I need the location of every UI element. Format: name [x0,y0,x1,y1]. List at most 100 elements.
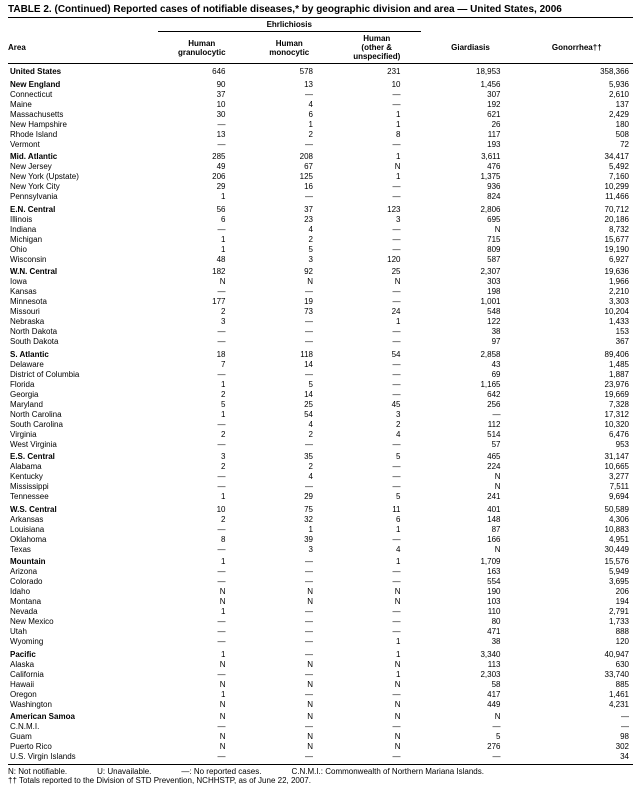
data-cell: 98 [521,732,634,742]
data-cell: — [158,369,246,379]
area-cell: Rhode Island [8,129,158,139]
data-cell: — [158,567,246,577]
data-cell: 1 [333,554,421,567]
data-cell: 302 [521,742,634,752]
col-header-other: Human(other &unspecified) [333,32,421,64]
data-cell: — [158,139,246,149]
data-cell: N [333,742,421,752]
data-cell: N [421,472,521,482]
data-cell: 1 [158,192,246,202]
data-cell: — [158,577,246,587]
data-cell: N [246,709,334,722]
data-cell: 37 [246,202,334,215]
data-cell: — [158,419,246,429]
data-cell: 26 [421,119,521,129]
data-cell: 90 [158,77,246,90]
data-cell: 34 [521,752,634,765]
area-cell: Pennsylvania [8,192,158,202]
area-cell: Florida [8,379,158,389]
data-cell: 285 [158,149,246,162]
area-cell: Minnesota [8,297,158,307]
data-cell: 39 [246,534,334,544]
data-cell: — [158,482,246,492]
data-cell: 29 [246,492,334,502]
data-cell: N [158,742,246,752]
data-cell: — [333,369,421,379]
col-header-monocytic: Humanmonocytic [246,32,334,64]
area-cell: California [8,669,158,679]
data-cell: 1 [333,647,421,660]
data-cell: 1 [158,379,246,389]
data-cell: — [246,317,334,327]
data-cell: 401 [421,502,521,515]
data-table: Ehrlichiosis Area Humangranulocytic Huma… [8,17,633,765]
data-cell: — [246,577,334,587]
data-cell: N [158,709,246,722]
data-cell: 888 [521,627,634,637]
data-cell: 6,476 [521,429,634,439]
data-cell: — [246,617,334,627]
data-cell: N [333,679,421,689]
data-cell: 58 [421,679,521,689]
area-cell: Texas [8,544,158,554]
data-cell: 642 [421,389,521,399]
data-cell: 18,953 [421,64,521,77]
data-cell: — [333,689,421,699]
data-cell: — [333,534,421,544]
col-header-giardiasis: Giardiasis [421,32,521,64]
footnote-n: N: Not notifiable. [8,767,67,776]
data-cell: 2,858 [421,347,521,360]
data-cell: 2,210 [521,287,634,297]
data-cell: 5 [421,732,521,742]
area-cell: Massachusetts [8,109,158,119]
data-cell: N [246,742,334,752]
footnote-totals: †† Totals reported to the Division of ST… [8,776,633,785]
data-cell: 2,791 [521,607,634,617]
data-cell: N [421,224,521,234]
data-cell: 125 [246,172,334,182]
data-cell: N [333,587,421,597]
data-cell: 1,165 [421,379,521,389]
data-cell: 5 [158,399,246,409]
data-cell: — [333,472,421,482]
data-cell: 4 [246,419,334,429]
data-cell: 7,328 [521,399,634,409]
area-cell: Colorado [8,577,158,587]
data-cell: 70,712 [521,202,634,215]
area-cell: New England [8,77,158,90]
data-cell: 40,947 [521,647,634,660]
data-cell: — [333,99,421,109]
data-cell: 177 [158,297,246,307]
data-cell: 163 [421,567,521,577]
area-cell: Iowa [8,277,158,287]
data-cell: 117 [421,129,521,139]
data-cell: 153 [521,327,634,337]
data-cell: 4 [246,99,334,109]
data-cell: — [421,722,521,732]
data-cell: — [246,482,334,492]
data-cell: — [246,627,334,637]
data-cell: — [158,439,246,449]
data-cell: — [333,359,421,369]
data-cell: 307 [421,89,521,99]
data-cell: 3 [246,254,334,264]
area-cell: Maine [8,99,158,109]
data-cell: 2,303 [421,669,521,679]
data-cell: 2 [158,389,246,399]
data-cell: 89,406 [521,347,634,360]
area-cell: North Dakota [8,327,158,337]
data-cell: 809 [421,244,521,254]
data-cell: 48 [158,254,246,264]
table-title: TABLE 2. (Continued) Reported cases of n… [8,4,633,15]
data-cell: 193 [421,139,521,149]
data-cell: 18 [158,347,246,360]
data-cell: 4,231 [521,699,634,709]
data-cell: N [246,679,334,689]
data-cell: N [421,709,521,722]
area-cell: Vermont [8,139,158,149]
data-cell: — [333,192,421,202]
data-cell: — [246,439,334,449]
data-cell: 38 [421,637,521,647]
data-cell: — [246,89,334,99]
data-cell: 69 [421,369,521,379]
